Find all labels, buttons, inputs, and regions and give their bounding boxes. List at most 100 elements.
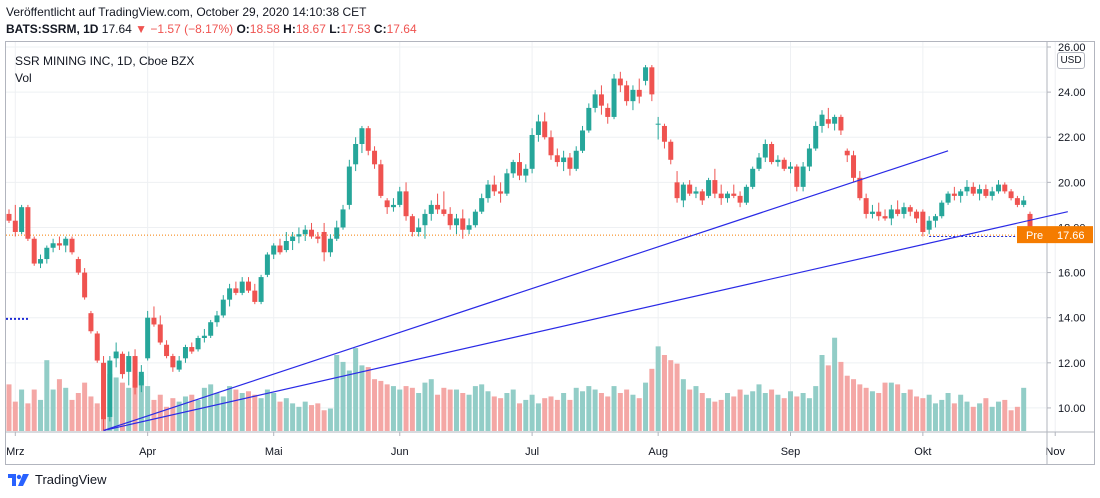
candle-body xyxy=(1014,198,1020,205)
candle-body xyxy=(44,247,50,260)
candle-body xyxy=(1002,184,1008,192)
candle-body xyxy=(724,193,730,199)
candle-body xyxy=(895,209,901,214)
y-tick-label: 12.00 xyxy=(1058,358,1086,370)
last-price: 17.64 xyxy=(101,22,132,36)
candle-body xyxy=(995,184,1001,192)
volume-bar xyxy=(227,386,233,431)
candle-body xyxy=(453,218,459,226)
volume-bar xyxy=(12,401,18,431)
candle-body xyxy=(586,107,592,131)
volume-bar xyxy=(687,389,693,431)
volume-bar xyxy=(731,396,737,431)
candle-body xyxy=(970,186,976,194)
volume-bar xyxy=(435,394,441,431)
candle-body xyxy=(378,164,384,196)
candle-body xyxy=(283,241,289,251)
volume-bar xyxy=(453,389,459,431)
volume-bar xyxy=(353,348,359,431)
candle-body xyxy=(529,134,535,169)
volume-bar xyxy=(126,387,132,431)
candle-body xyxy=(6,213,12,221)
volume-bar xyxy=(498,398,504,431)
candle-body xyxy=(309,229,315,237)
volume-bar xyxy=(611,386,617,431)
candle-body xyxy=(182,347,188,359)
candle-body xyxy=(416,227,422,232)
candle-body xyxy=(693,191,699,194)
candle-body xyxy=(252,290,258,302)
volume-bar xyxy=(769,389,775,431)
candle-body xyxy=(245,281,251,291)
volume-bar xyxy=(334,355,340,431)
volume-bar xyxy=(176,401,182,431)
volume-bar xyxy=(548,396,554,431)
candle-body xyxy=(510,162,516,174)
candle-body xyxy=(315,236,321,239)
candle-body xyxy=(718,193,724,199)
currency-button[interactable]: USD xyxy=(1057,52,1085,69)
candle-body xyxy=(82,272,88,298)
volume-bar xyxy=(132,380,138,431)
candle-body xyxy=(580,130,586,151)
candle-body xyxy=(661,125,667,142)
candle-body xyxy=(554,155,560,163)
candle-body xyxy=(38,259,44,264)
volume-bar xyxy=(958,394,964,431)
volume-bar xyxy=(75,393,81,431)
volume-bar xyxy=(617,393,623,431)
candle-body xyxy=(422,213,428,226)
volume-bar xyxy=(151,399,157,431)
candle-body xyxy=(876,211,882,217)
candle-body xyxy=(712,180,718,194)
candle-body xyxy=(56,243,62,246)
volume-bar xyxy=(977,403,983,431)
volume-bar xyxy=(542,398,548,431)
candle-body xyxy=(201,335,207,338)
candle-body xyxy=(926,220,932,230)
volume-bar xyxy=(201,387,207,431)
volume-bar xyxy=(680,379,686,431)
candle-body xyxy=(567,157,573,169)
volume-bar xyxy=(636,398,642,431)
candle-body xyxy=(1021,200,1027,205)
volume-bar xyxy=(781,398,787,431)
y-tick-label: 14.00 xyxy=(1058,313,1086,325)
candle-body xyxy=(838,116,844,131)
candle-body xyxy=(523,168,529,176)
trend-line xyxy=(103,211,1068,432)
candle-body xyxy=(233,288,239,293)
close-label: C: xyxy=(373,22,387,36)
candle-body xyxy=(19,207,25,232)
volume-bar xyxy=(920,398,926,431)
candle-body xyxy=(384,200,390,208)
candle-body xyxy=(561,157,567,163)
volume-bar xyxy=(195,399,201,431)
volume-bar xyxy=(561,393,567,431)
volume-bar xyxy=(422,382,428,431)
candle-body xyxy=(164,344,170,357)
candle-body xyxy=(857,177,863,199)
volume-bar xyxy=(788,391,794,431)
volume-bar xyxy=(157,394,163,431)
volume-bar xyxy=(668,360,674,431)
candle-body xyxy=(220,299,226,316)
volume-bar xyxy=(806,398,812,431)
low-value: 17.53 xyxy=(340,22,371,36)
volume-bar xyxy=(113,377,119,431)
x-tick-label: Sep xyxy=(781,446,801,458)
volume-bar xyxy=(932,403,938,431)
candle-body xyxy=(460,218,466,230)
volume-bar xyxy=(737,389,743,431)
volume-bar xyxy=(724,393,730,431)
candle-body xyxy=(624,85,630,102)
volume-bar xyxy=(145,386,151,431)
tradingview-logo[interactable]: TradingView xyxy=(8,472,107,487)
candle-body xyxy=(479,198,485,212)
candle-body xyxy=(832,116,838,124)
volume-bar xyxy=(50,389,56,431)
volume-bar xyxy=(800,393,806,431)
volume-bar xyxy=(258,398,264,431)
volume-bar xyxy=(983,398,989,431)
